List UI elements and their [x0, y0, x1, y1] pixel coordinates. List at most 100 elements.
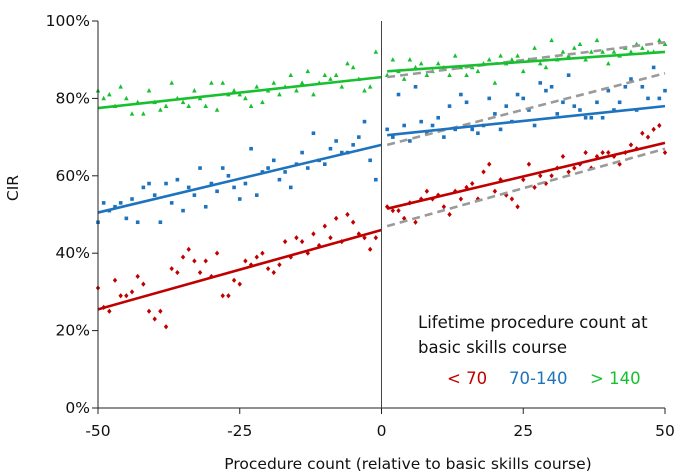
data-point-diamond [163, 324, 169, 330]
y-tick-label: 100% [46, 12, 90, 30]
data-point-diamond [487, 161, 492, 167]
data-point-diamond [662, 149, 668, 156]
data-point-diamond [413, 219, 418, 225]
data-point-triangle [350, 64, 356, 70]
data-point-triangle [452, 53, 458, 58]
data-point-square [646, 96, 650, 101]
data-point-triangle [373, 49, 379, 54]
data-point-square [493, 112, 497, 116]
data-point-diamond [543, 180, 549, 187]
data-point-diamond [277, 262, 282, 268]
data-point-diamond [299, 238, 305, 245]
data-point-diamond [226, 293, 231, 299]
data-point-triangle [141, 111, 146, 116]
data-point-triangle [118, 84, 123, 89]
data-point-diamond [441, 204, 447, 210]
data-point-triangle [532, 45, 537, 50]
data-point-triangle [515, 53, 520, 58]
data-point-triangle [447, 72, 452, 77]
x-tick-label: 0 [377, 422, 387, 440]
x-tick-label: -25 [227, 422, 252, 440]
data-point-triangle [543, 64, 549, 70]
data-point-diamond [640, 130, 645, 136]
data-point-square [271, 158, 276, 163]
data-point-square [243, 181, 248, 186]
y-tick-label: 40% [56, 244, 90, 262]
data-point-triangle [209, 80, 214, 85]
legend-item-low: < 70 [447, 369, 487, 388]
x-tick-label: 50 [655, 422, 675, 440]
data-point-diamond [260, 250, 265, 256]
data-point-square [521, 96, 526, 101]
data-point-diamond [396, 208, 401, 214]
data-point-triangle [333, 72, 339, 77]
data-point-diamond [282, 238, 288, 245]
data-point-square [260, 170, 265, 174]
data-point-square [305, 166, 310, 170]
trend-line-after [386, 141, 666, 210]
data-point-square [561, 100, 565, 105]
data-point-triangle [339, 84, 345, 89]
data-point-square [226, 174, 231, 178]
data-point-triangle [345, 60, 350, 66]
data-point-square [362, 119, 367, 124]
data-point-triangle [583, 57, 588, 62]
data-point-square [391, 135, 395, 139]
data-point-triangle [549, 37, 554, 43]
data-point-triangle [475, 68, 481, 74]
data-point-triangle [311, 91, 316, 97]
data-point-triangle [214, 107, 220, 112]
data-point-triangle [243, 95, 248, 101]
data-point-triangle [600, 49, 605, 54]
data-point-square [311, 131, 316, 136]
data-point-diamond [515, 204, 520, 210]
data-point-square [385, 127, 389, 132]
data-point-triangle [277, 91, 282, 97]
data-point-triangle [492, 80, 498, 85]
data-point-square [442, 135, 446, 139]
data-point-square [175, 177, 180, 182]
data-point-square [600, 115, 605, 120]
legend-item-mid: 70-140 [509, 369, 567, 388]
data-point-square [419, 119, 423, 124]
data-point-square [351, 143, 355, 147]
data-point-diamond [390, 208, 396, 214]
data-point-triangle [163, 103, 169, 108]
data-point-diamond [481, 169, 486, 175]
data-point-triangle [101, 95, 106, 101]
data-point-triangle [571, 45, 577, 50]
data-point-diamond [124, 293, 129, 299]
data-point-square [476, 131, 480, 136]
data-point-square [266, 166, 270, 170]
data-point-diamond [606, 149, 611, 156]
data-point-square [334, 139, 338, 143]
data-point-square [152, 193, 157, 197]
data-point-square [572, 104, 577, 108]
data-point-diamond [220, 293, 225, 299]
data-point-diamond [549, 173, 554, 179]
data-point-square [629, 77, 633, 81]
data-point-diamond [129, 289, 135, 295]
data-point-triangle [248, 103, 254, 108]
data-point-diamond [350, 219, 356, 225]
data-point-square [220, 166, 225, 170]
data-point-triangle [305, 68, 311, 74]
data-point-square [277, 177, 282, 182]
data-point-square [663, 88, 667, 93]
data-point-diamond [197, 269, 203, 276]
data-point-diamond [367, 246, 373, 252]
data-point-triangle [288, 72, 294, 77]
x-tick-label: -50 [85, 422, 110, 440]
data-point-diamond [192, 258, 197, 264]
data-point-diamond [180, 254, 186, 260]
data-point-square [425, 131, 429, 136]
data-point-square [430, 123, 435, 128]
data-point-diamond [203, 258, 208, 264]
data-point-triangle [611, 49, 617, 54]
data-point-triangle [328, 76, 333, 81]
data-point-diamond [509, 196, 515, 202]
data-point-square [158, 220, 163, 225]
data-point-triangle [640, 45, 645, 50]
trend-line-before [97, 228, 382, 311]
data-point-square [203, 204, 208, 209]
